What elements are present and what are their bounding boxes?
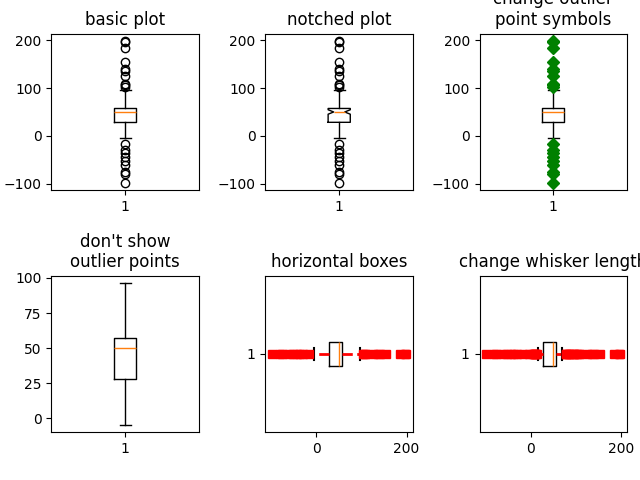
- Title: don't show
outlier points: don't show outlier points: [70, 233, 180, 271]
- Title: horizontal boxes: horizontal boxes: [271, 253, 408, 271]
- Title: basic plot: basic plot: [85, 11, 165, 29]
- Title: change whisker length: change whisker length: [460, 253, 640, 271]
- Title: notched plot: notched plot: [287, 11, 392, 29]
- Title: change outlier
point symbols: change outlier point symbols: [493, 0, 613, 29]
